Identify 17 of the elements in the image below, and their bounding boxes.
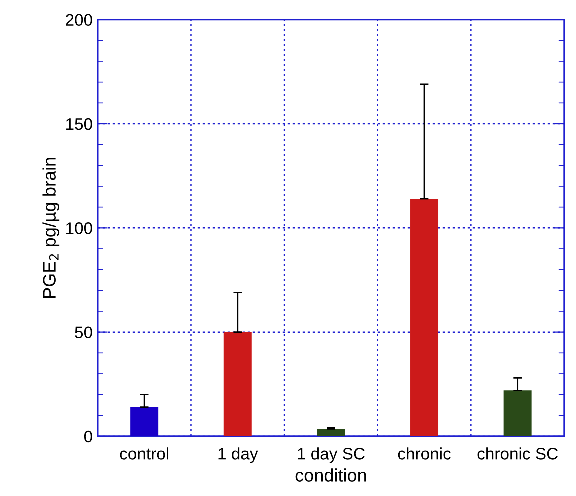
x-axis-title: condition bbox=[296, 468, 366, 482]
x-tick-label: 1 day bbox=[218, 448, 258, 464]
y-tick-label: 100 bbox=[66, 222, 92, 234]
y-axis-title: PGE$_{2}$ pg/µg brain bbox=[42, 158, 60, 298]
bar bbox=[317, 429, 346, 436]
bar bbox=[410, 198, 439, 436]
y-tick-label: 0 bbox=[84, 430, 92, 443]
x-tick-label: 1 day SC bbox=[298, 448, 365, 464]
x-tick-label: control bbox=[120, 448, 168, 460]
bar bbox=[130, 407, 159, 436]
x-tick-label: chronic SC bbox=[478, 448, 558, 460]
y-tick-label: 200 bbox=[66, 14, 92, 26]
bar bbox=[224, 332, 252, 436]
y-tick-label: 150 bbox=[66, 118, 92, 130]
bar bbox=[504, 390, 532, 436]
x-tick-label: chronic bbox=[398, 448, 451, 460]
y-tick-label: 50 bbox=[75, 326, 92, 339]
